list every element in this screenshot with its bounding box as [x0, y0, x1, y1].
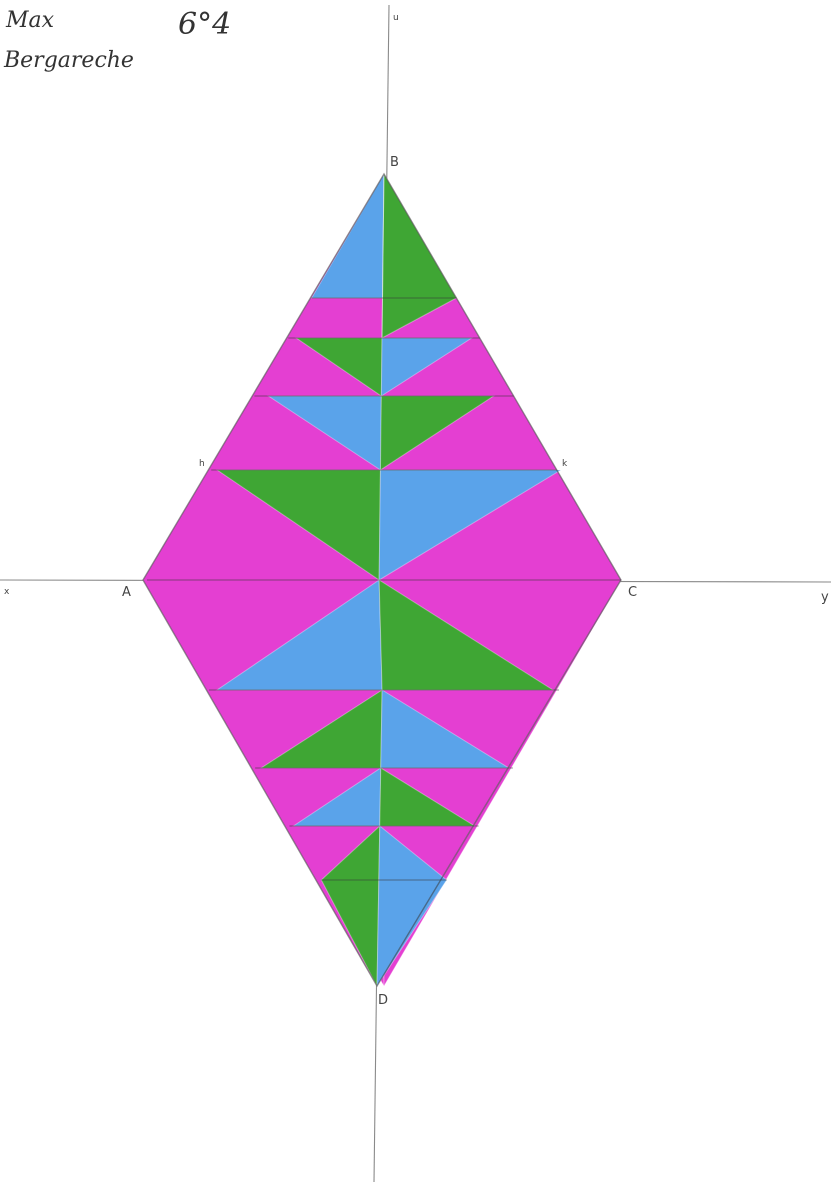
rhombus-pieces	[142, 172, 622, 988]
point-label-c: C	[628, 585, 637, 600]
point-label-d: D	[378, 993, 388, 1008]
triangle-blue-16	[380, 689, 511, 769]
triangle-green-10	[379, 395, 496, 471]
triangle-green-14	[378, 579, 555, 691]
point-label-b: B	[390, 155, 399, 170]
point-label-k: k	[562, 459, 568, 469]
axis-label-u: u	[393, 13, 399, 23]
point-label-h: h	[199, 459, 205, 469]
point-label-a: A	[122, 585, 131, 600]
triangle-green-18	[379, 767, 477, 827]
triangle-blue-12	[378, 469, 563, 581]
student-last-name: Bergareche	[3, 48, 134, 73]
triangle-green-6	[381, 173, 385, 339]
rhombus-outline	[142, 172, 622, 988]
axis-label-y: y	[821, 590, 829, 605]
student-first-name: Max	[5, 8, 55, 33]
triangle-blue-8	[380, 337, 474, 397]
class-grade: 6°4	[178, 7, 231, 42]
triangle-blue-20	[376, 824, 448, 988]
axis-label-x: x	[4, 587, 10, 597]
